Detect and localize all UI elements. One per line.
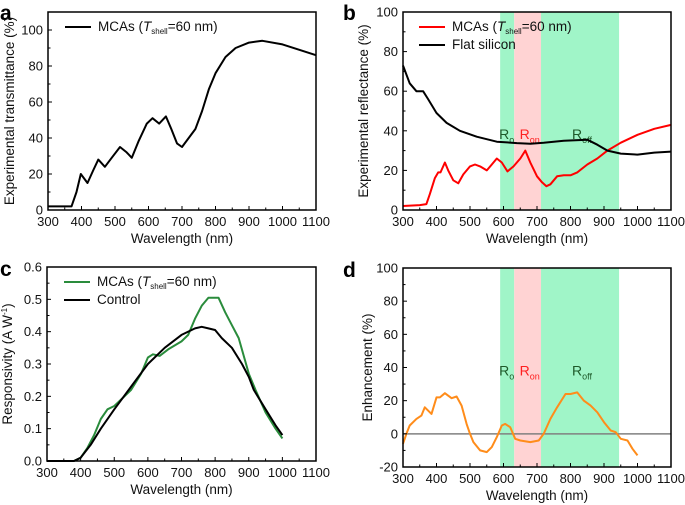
x-tick-label: 900 xyxy=(238,214,260,229)
x-tick-label: 900 xyxy=(238,465,260,480)
x-tick-label: 1000 xyxy=(268,214,297,229)
y-tick-label: 0 xyxy=(391,203,398,218)
y-axis-label: Experimental reflectance (%) xyxy=(356,24,371,197)
x-tick-label: 500 xyxy=(459,214,481,229)
y-tick-label: 60 xyxy=(29,95,43,110)
x-tick-label: 800 xyxy=(560,471,582,486)
y-tick-label: 40 xyxy=(384,360,398,375)
x-tick-label: 400 xyxy=(71,214,93,229)
x-axis-label: Wavelength (nm) xyxy=(486,231,588,246)
y-tick-label: 0.0 xyxy=(24,454,42,469)
legend-entry: MCAs (Tshell=60 nm) xyxy=(97,274,217,291)
x-tick-label: 1000 xyxy=(623,471,652,486)
y-tick-label: 0.6 xyxy=(24,260,42,275)
y-tick-label: 60 xyxy=(384,84,398,99)
y-tick-label: 100 xyxy=(376,5,398,20)
band-off xyxy=(500,12,515,210)
band-off xyxy=(541,12,620,210)
y-tick-label: 80 xyxy=(384,294,398,309)
series-line-1 xyxy=(47,325,284,462)
y-tick-label: -20 xyxy=(379,460,398,475)
x-tick-label: 900 xyxy=(593,214,615,229)
y-tick-label: 80 xyxy=(29,59,43,74)
band-label: Ron xyxy=(520,363,540,382)
x-tick-label: 1100 xyxy=(657,214,685,229)
y-tick-label: 60 xyxy=(384,327,398,342)
x-tick-label: 600 xyxy=(493,214,515,229)
y-tick-label: 20 xyxy=(384,393,398,408)
y-tick-label: 0.2 xyxy=(24,389,42,404)
legend-entry: MCAs (Tshell=60 nm) xyxy=(452,19,572,36)
x-axis-label: Wavelength (nm) xyxy=(131,231,233,246)
x-tick-label: 400 xyxy=(426,471,448,486)
band-on xyxy=(514,12,542,210)
y-tick-label: 0.4 xyxy=(24,324,42,339)
y-tick-label: 0.3 xyxy=(24,357,42,372)
y-tick-label: 100 xyxy=(21,23,43,38)
y-axis-label: Responsivity (A W-1) xyxy=(0,303,15,424)
x-tick-label: 1100 xyxy=(302,465,330,480)
legend-entry: Control xyxy=(97,292,141,307)
x-tick-label: 1100 xyxy=(657,471,685,486)
panel-d: dRoffRonRoff3004005006007008009001000110… xyxy=(343,259,685,503)
x-tick-label: 700 xyxy=(526,471,548,486)
x-tick-label: 1100 xyxy=(302,214,330,229)
y-tick-label: 0.5 xyxy=(24,292,42,307)
x-tick-label: 300 xyxy=(36,465,58,480)
y-tick-label: 0 xyxy=(36,203,43,218)
legend-entry: Flat silicon xyxy=(452,37,516,52)
x-tick-label: 1000 xyxy=(623,214,652,229)
series-line-0 xyxy=(402,391,639,457)
y-tick-label: 80 xyxy=(384,44,398,59)
series-line-0 xyxy=(402,123,672,207)
band-label: Ron xyxy=(520,126,540,145)
x-tick-label: 800 xyxy=(560,214,582,229)
x-tick-label: 500 xyxy=(104,214,126,229)
x-tick-label: 700 xyxy=(171,465,193,480)
y-tick-label: 0.1 xyxy=(24,421,42,436)
plot-frame xyxy=(46,266,317,462)
x-tick-label: 600 xyxy=(493,471,515,486)
y-tick-label: 20 xyxy=(384,163,398,178)
panel-letter: b xyxy=(343,2,356,25)
x-tick-label: 300 xyxy=(37,214,59,229)
panel-b: bRoffRonRoff3004005006007008009001000110… xyxy=(343,2,685,246)
x-tick-label: 400 xyxy=(70,465,92,480)
y-tick-label: 20 xyxy=(29,167,43,182)
legend-entry: MCAs (Tshell=60 nm) xyxy=(98,19,218,36)
x-tick-label: 700 xyxy=(526,214,548,229)
x-tick-label: 800 xyxy=(205,214,227,229)
y-axis-label: Enhancement (%) xyxy=(360,313,375,421)
x-axis-label: Wavelength (nm) xyxy=(130,482,232,497)
y-tick-label: 40 xyxy=(384,123,398,138)
x-tick-label: 600 xyxy=(137,465,159,480)
x-tick-label: 600 xyxy=(138,214,160,229)
x-tick-label: 700 xyxy=(171,214,193,229)
x-tick-label: 500 xyxy=(459,471,481,486)
x-tick-label: 300 xyxy=(392,471,414,486)
y-axis-label: Experimental transmittance (%) xyxy=(2,17,17,205)
series-line-0 xyxy=(47,296,284,462)
series-line-0 xyxy=(48,39,317,208)
panel-c: c 300 400 500 600 700 800 900 1000 1100 0.0 0.1 0.2 0… xyxy=(0,258,330,497)
x-axis-label: Wavelength (nm) xyxy=(486,488,588,503)
x-tick-label: 400 xyxy=(426,214,448,229)
band-off xyxy=(500,268,515,467)
series-line-1 xyxy=(402,65,672,156)
panel-letter: c xyxy=(0,258,12,281)
y-tick-label: 40 xyxy=(29,131,43,146)
panel-a: a 300 400 500 600 700 800 900 1000 1100 0 20 40 60 80 1… xyxy=(0,2,330,246)
x-tick-label: 900 xyxy=(593,471,615,486)
y-tick-label: 100 xyxy=(376,261,398,276)
panel-letter: d xyxy=(343,259,356,282)
x-tick-label: 1000 xyxy=(268,465,297,480)
x-tick-label: 800 xyxy=(204,465,226,480)
x-tick-label: 300 xyxy=(392,214,414,229)
x-tick-label: 500 xyxy=(103,465,125,480)
y-tick-label: 0 xyxy=(391,426,398,441)
panel-letter: a xyxy=(0,2,12,25)
band-label: Roff xyxy=(572,363,592,382)
